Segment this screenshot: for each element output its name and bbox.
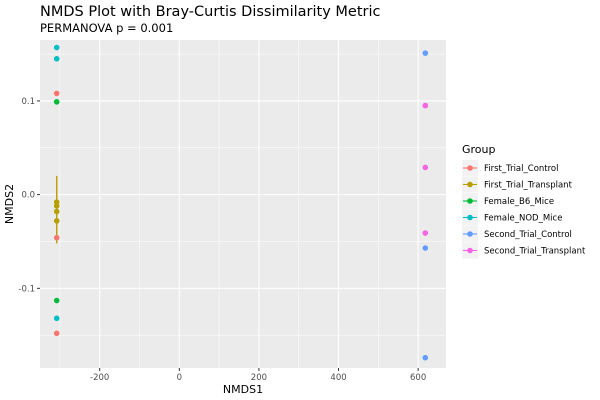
data-point [53,208,60,215]
chart-subtitle: PERMANOVA p = 0.001 [40,21,173,35]
data-point [422,50,429,56]
y-tick-label: -0.1 [18,284,35,294]
legend-title: Group [462,143,496,156]
data-point [53,44,60,51]
x-tick-label: 200 [251,373,267,383]
data-point [53,203,60,209]
x-tick-label: -200 [90,373,109,383]
legend-key-point [467,214,473,221]
data-point [53,297,60,304]
legend-item: First_Trial_Control [462,160,558,176]
legend-item: Second_Trial_Transplant [462,242,586,259]
legend-label: First_Trial_Control [484,164,558,174]
legend-item: Female_B6_Mice [462,193,554,209]
legend-label: Second_Trial_Transplant [484,247,586,257]
y-axis-title: NMDS2 [3,184,16,224]
legend-label: First_Trial_Transplant [484,181,573,191]
legend-items: First_Trial_Control First_Trial_Transplan… [462,160,586,259]
data-point [53,55,60,62]
plot-panel [40,40,446,368]
data-point [422,245,429,251]
legend-key-point [467,165,473,171]
x-tick-label: 0 [177,373,182,383]
data-point [53,218,60,224]
data-point [422,354,429,361]
legend-key-point [467,231,473,237]
data-point [422,164,429,171]
data-point [53,315,60,322]
x-axis-ticks: -200 0 200 400 600 [90,368,426,383]
data-point [53,99,60,105]
legend-item: First_Trial_Transplant [462,176,573,193]
grid-minor [40,40,446,368]
y-axis-ticks: -0.1 0.0 0.1 [18,97,40,294]
data-point [53,90,60,97]
legend-key-point [467,198,473,204]
grid-major [40,40,446,368]
chart-title: NMDS Plot with Bray-Curtis Dissimilarity… [40,4,381,20]
legend-key-point [467,181,473,188]
data-points [53,44,429,361]
x-axis-title: NMDS1 [223,383,263,396]
legend-item: Second_Trial_Control [462,226,572,242]
x-tick-label: 400 [330,373,346,383]
data-point [53,330,60,337]
data-point [422,230,429,236]
y-tick-label: 0.1 [21,97,35,107]
legend-label: Female_B6_Mice [484,197,554,207]
x-tick-label: 600 [410,373,426,383]
data-point [422,102,429,109]
legend-item: Female_NOD_Mice [462,209,562,226]
legend-label: Second_Trial_Control [484,230,572,240]
legend-key-point [467,247,473,254]
y-tick-label: 0.0 [21,191,35,201]
legend: Group First_Trial_Control First_Trial_Tra… [462,143,586,259]
data-point [53,234,60,241]
legend-label: Female_NOD_Mice [484,214,562,224]
